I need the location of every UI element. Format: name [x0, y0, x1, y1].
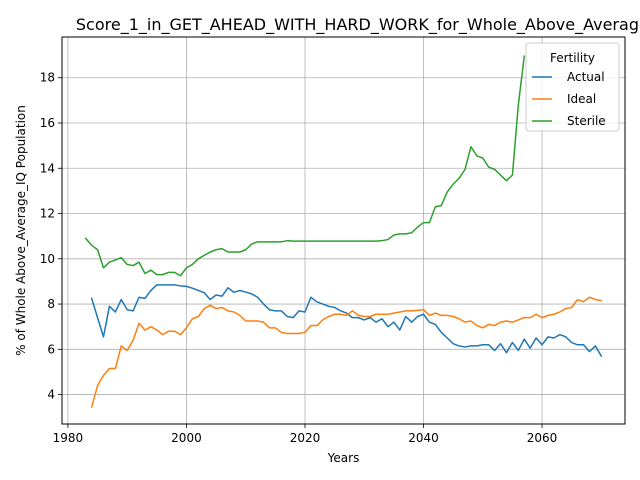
legend-label-sterile: Sterile: [567, 114, 606, 128]
y-tick-label: 4: [47, 388, 55, 402]
y-tick-label: 18: [40, 71, 55, 85]
plot-area-frame: [61, 36, 626, 425]
chart-title: Score_1_in_GET_AHEAD_WITH_HARD_WORK_for_…: [76, 15, 640, 35]
legend: Fertility Actual Ideal Sterile: [525, 42, 620, 132]
legend-label-ideal: Ideal: [567, 92, 596, 106]
series-line-actual: [90, 284, 603, 358]
x-tick-label: 1980: [53, 431, 84, 445]
legend-frame: [525, 42, 620, 132]
legend-label-actual: Actual: [567, 70, 605, 84]
x-tick-label: 2060: [527, 431, 558, 445]
series-layer: [84, 55, 603, 408]
x-axis-ticks: 1980 2000 2020 2040 2060: [53, 424, 558, 445]
y-axis-ticks: 4 6 8 10 12 14 16 18: [40, 71, 62, 402]
y-tick-label: 16: [40, 116, 55, 130]
y-tick-label: 8: [47, 297, 55, 311]
x-tick-label: 2000: [171, 431, 202, 445]
series-line-sterile: [84, 55, 526, 277]
x-axis-label: Years: [327, 451, 360, 465]
x-tick-label: 2040: [408, 431, 439, 445]
x-tick-label: 2020: [290, 431, 321, 445]
legend-title: Fertility: [550, 51, 595, 65]
y-tick-label: 10: [40, 252, 55, 266]
y-tick-label: 6: [47, 342, 55, 356]
series-line-ideal: [90, 296, 603, 408]
y-tick-label: 12: [40, 207, 55, 221]
y-tick-label: 14: [40, 161, 55, 175]
y-axis-label: % of Whole Above_Average_IQ Population: [14, 105, 28, 356]
